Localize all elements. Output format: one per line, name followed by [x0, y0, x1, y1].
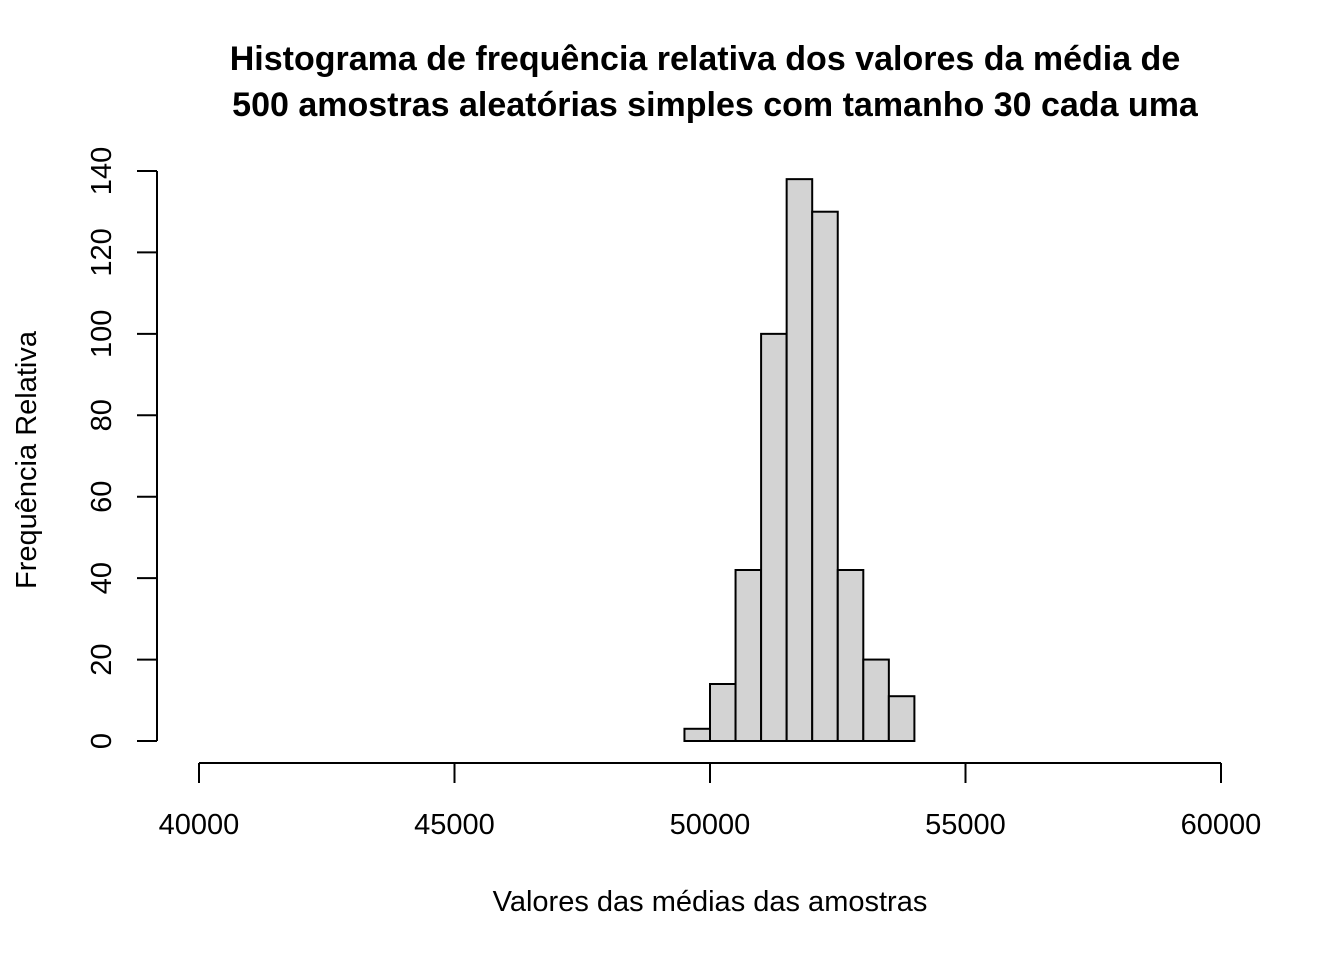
y-tick-label: 120	[86, 228, 118, 276]
x-tick-label: 55000	[925, 809, 1006, 841]
histogram-bar	[811, 210, 839, 742]
chart-title-line-1: Histograma de frequência relativa dos va…	[230, 40, 1180, 78]
chart-title-line-2: 500 amostras aleatórias simples com tama…	[232, 86, 1199, 124]
x-tick-label: 60000	[1181, 809, 1262, 841]
histogram-bar	[734, 569, 763, 742]
x-axis: 40000 45000 50000 55000 60000	[159, 762, 1262, 841]
histogram-bar	[760, 332, 788, 742]
y-axis-label: Frequência Relativa	[11, 330, 43, 589]
histogram-bar	[683, 727, 712, 742]
histogram-bar	[709, 683, 737, 742]
y-tick-label: 20	[86, 643, 118, 675]
y-tick-label: 100	[86, 310, 118, 358]
y-tick-label: 80	[86, 399, 118, 431]
histogram-bar	[887, 695, 916, 743]
histogram-bar	[785, 178, 814, 742]
x-axis-label: Valores das médias das amostras	[493, 886, 928, 918]
y-tick-label: 0	[86, 733, 118, 749]
y-tick-label: 40	[86, 562, 118, 594]
histogram-bars	[683, 178, 916, 743]
histogram-bar	[836, 569, 865, 742]
x-tick-label: 40000	[159, 809, 240, 841]
x-tick-label: 45000	[414, 809, 495, 841]
x-tick-label: 50000	[670, 809, 751, 841]
y-tick-label: 60	[86, 481, 118, 513]
histogram-bar	[862, 658, 890, 742]
y-tick-label: 140	[86, 147, 118, 195]
y-axis: 0 20 40 60 80 100 120 140	[86, 147, 158, 749]
